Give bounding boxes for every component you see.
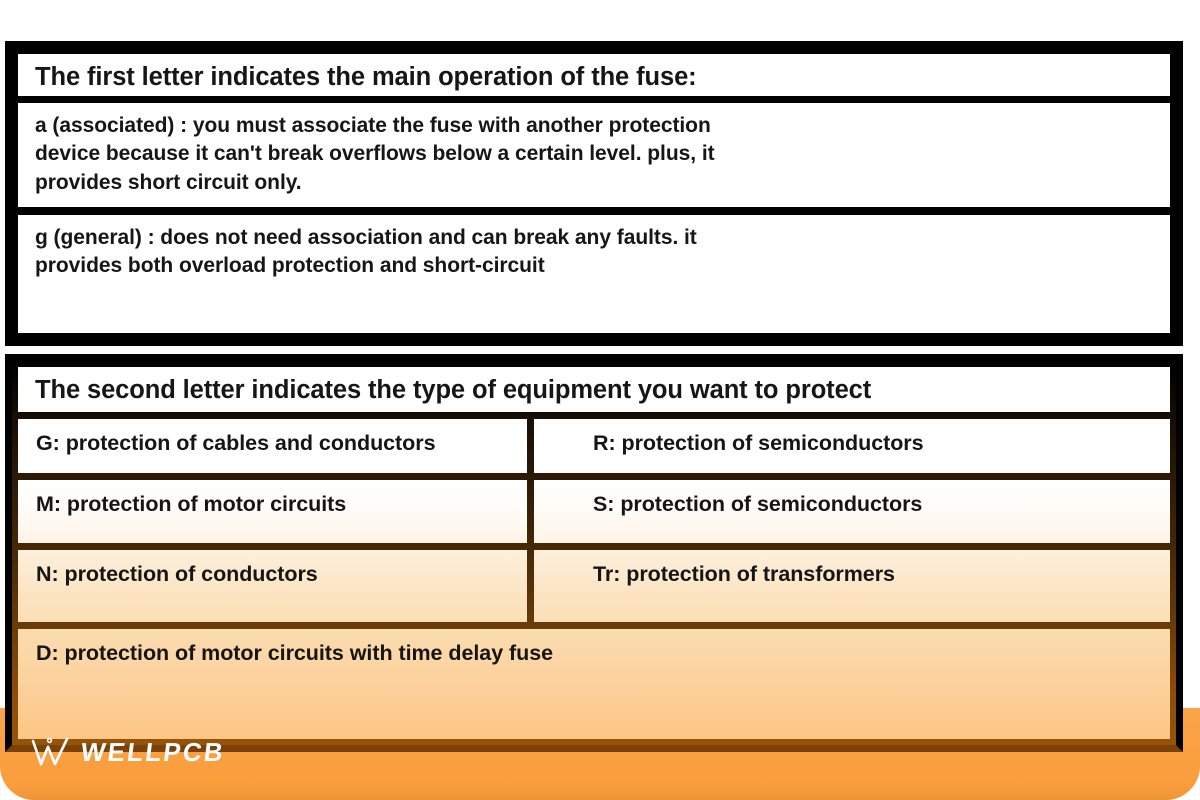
cell-r-semiconductors: R: protection of semiconductors — [534, 419, 1170, 473]
table-row: M: protection of motor circuits S: prote… — [18, 480, 1170, 543]
section-second-letter-heading: The second letter indicates the type of … — [18, 367, 1170, 412]
section-second-letter: The second letter indicates the type of … — [5, 354, 1183, 752]
wellpcb-w-mark-icon — [30, 735, 72, 769]
entry-g-general: g (general) : does not need association … — [18, 215, 1170, 333]
cell-tr-transformers: Tr: protection of transformers — [534, 550, 1170, 622]
entry-a-line-3: provides short circuit only. — [35, 170, 302, 194]
cell-m-motor-circuits: M: protection of motor circuits — [18, 480, 527, 543]
entry-a-line-1: a (associated) : you must associate the … — [35, 114, 711, 137]
cell-g-cables-conductors: G: protection of cables and conductors — [18, 419, 527, 473]
fuse-designation-diagram: The first letter indicates the main oper… — [5, 41, 1183, 752]
entry-g-line-2: provides both overload protection and sh… — [35, 254, 545, 278]
table-row: N: protection of conductors Tr: protecti… — [18, 550, 1170, 622]
equipment-type-table: G: protection of cables and conductors R… — [18, 419, 1170, 739]
table-row: G: protection of cables and conductors R… — [18, 419, 1170, 473]
wellpcb-logo: WELLPCB — [30, 732, 227, 772]
cell-d-time-delay-fuse: D: protection of motor circuits with tim… — [18, 629, 1170, 739]
table-row: D: protection of motor circuits with tim… — [18, 629, 1170, 739]
entry-a-line-2: device because it can't break overflows … — [35, 142, 715, 166]
cell-s-semiconductors: S: protection of semiconductors — [534, 480, 1170, 543]
entry-a-associated: a (associated) : you must associate the … — [18, 103, 1170, 207]
section-first-letter-heading: The first letter indicates the main oper… — [18, 54, 1170, 96]
section-first-letter: The first letter indicates the main oper… — [5, 41, 1183, 346]
cell-n-conductors: N: protection of conductors — [18, 550, 527, 622]
wellpcb-wordmark: WELLPCB — [79, 737, 227, 767]
entry-g-line-1: g (general) : does not need association … — [35, 226, 697, 249]
